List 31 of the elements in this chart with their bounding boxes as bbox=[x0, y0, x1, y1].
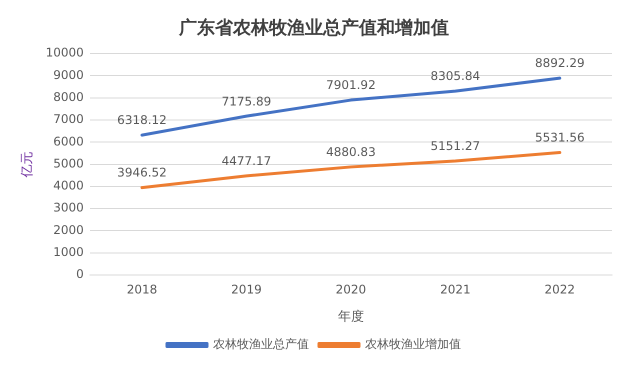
data-label: 5151.27 bbox=[430, 139, 480, 154]
y-tick-label: 2000 bbox=[53, 222, 84, 237]
y-tick-label: 5000 bbox=[53, 156, 84, 170]
chart-title: 广东省农林牧渔业总产值和增加值 bbox=[178, 17, 449, 38]
data-label: 6318.12 bbox=[117, 113, 167, 128]
legend-label: 农林牧渔业增加值 bbox=[365, 337, 461, 352]
y-axis-title: 亿元 bbox=[20, 151, 36, 178]
x-tick-label: 2019 bbox=[231, 282, 262, 296]
y-tick-label: 1000 bbox=[53, 244, 84, 259]
y-tick-label: 8000 bbox=[53, 90, 84, 104]
data-label: 7175.89 bbox=[222, 94, 272, 108]
y-tick-label: 10000 bbox=[46, 46, 84, 60]
y-tick-label: 4000 bbox=[53, 178, 84, 193]
data-label: 4477.17 bbox=[222, 154, 272, 168]
y-tick-label: 9000 bbox=[53, 68, 84, 82]
y-tick-label: 3000 bbox=[53, 200, 84, 215]
x-tick-label: 2018 bbox=[126, 282, 158, 296]
y-tick-label: 6000 bbox=[53, 134, 84, 148]
legend-label: 农林牧渔业总产值 bbox=[213, 337, 309, 352]
x-tick-label: 2020 bbox=[336, 282, 366, 296]
data-label: 3946.52 bbox=[117, 166, 167, 180]
data-label: 4880.83 bbox=[326, 145, 376, 160]
x-tick-label: 2021 bbox=[440, 282, 471, 296]
data-label: 8892.29 bbox=[534, 56, 585, 70]
y-tick-label: 7000 bbox=[53, 112, 84, 126]
x-tick-label: 2022 bbox=[544, 282, 576, 296]
data-label: 7901.92 bbox=[326, 78, 376, 92]
data-label: 5531.56 bbox=[534, 130, 585, 145]
x-axis-title: 年度 bbox=[338, 308, 364, 325]
data-label: 8305.84 bbox=[430, 69, 480, 84]
y-tick-label: 0 bbox=[76, 267, 84, 282]
